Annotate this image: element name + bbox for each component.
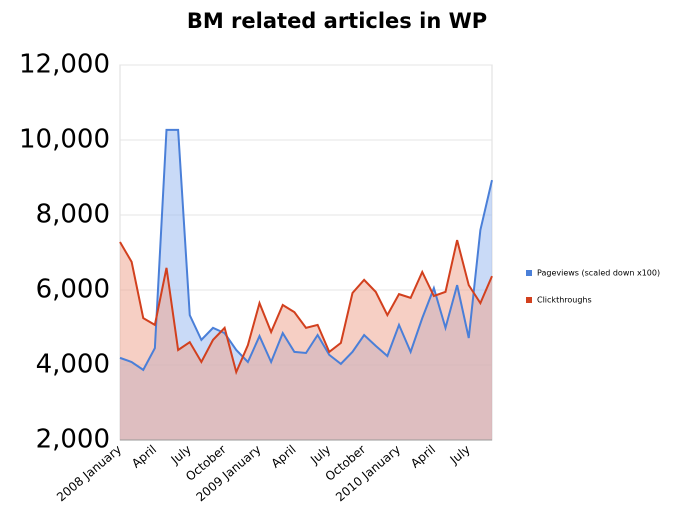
y-tick-label: 8,000 bbox=[36, 200, 110, 230]
legend-label: Clickthroughs bbox=[537, 296, 592, 305]
legend-swatch bbox=[526, 297, 532, 303]
y-tick-label: 10,000 bbox=[19, 125, 110, 155]
line bbox=[119, 128, 493, 372]
line bbox=[119, 239, 493, 376]
chart-title: BM related articles in WP bbox=[187, 9, 487, 33]
y-tick-label: 2,000 bbox=[36, 425, 110, 455]
x-tick-label: April bbox=[129, 442, 159, 470]
legend-swatch bbox=[526, 270, 532, 276]
x-tick-label: July bbox=[447, 442, 473, 467]
y-tick-label: 6,000 bbox=[36, 275, 110, 305]
x-tick-label: July bbox=[307, 442, 333, 467]
area bbox=[120, 240, 492, 440]
legend-label: Pageviews (scaled down x100) bbox=[537, 269, 660, 278]
x-tick-label: April bbox=[269, 442, 299, 470]
y-tick-label: 4,000 bbox=[36, 350, 110, 380]
x-tick-label: July bbox=[168, 442, 194, 467]
x-tick-label: April bbox=[408, 442, 438, 470]
y-tick-label: 12,000 bbox=[19, 50, 110, 80]
